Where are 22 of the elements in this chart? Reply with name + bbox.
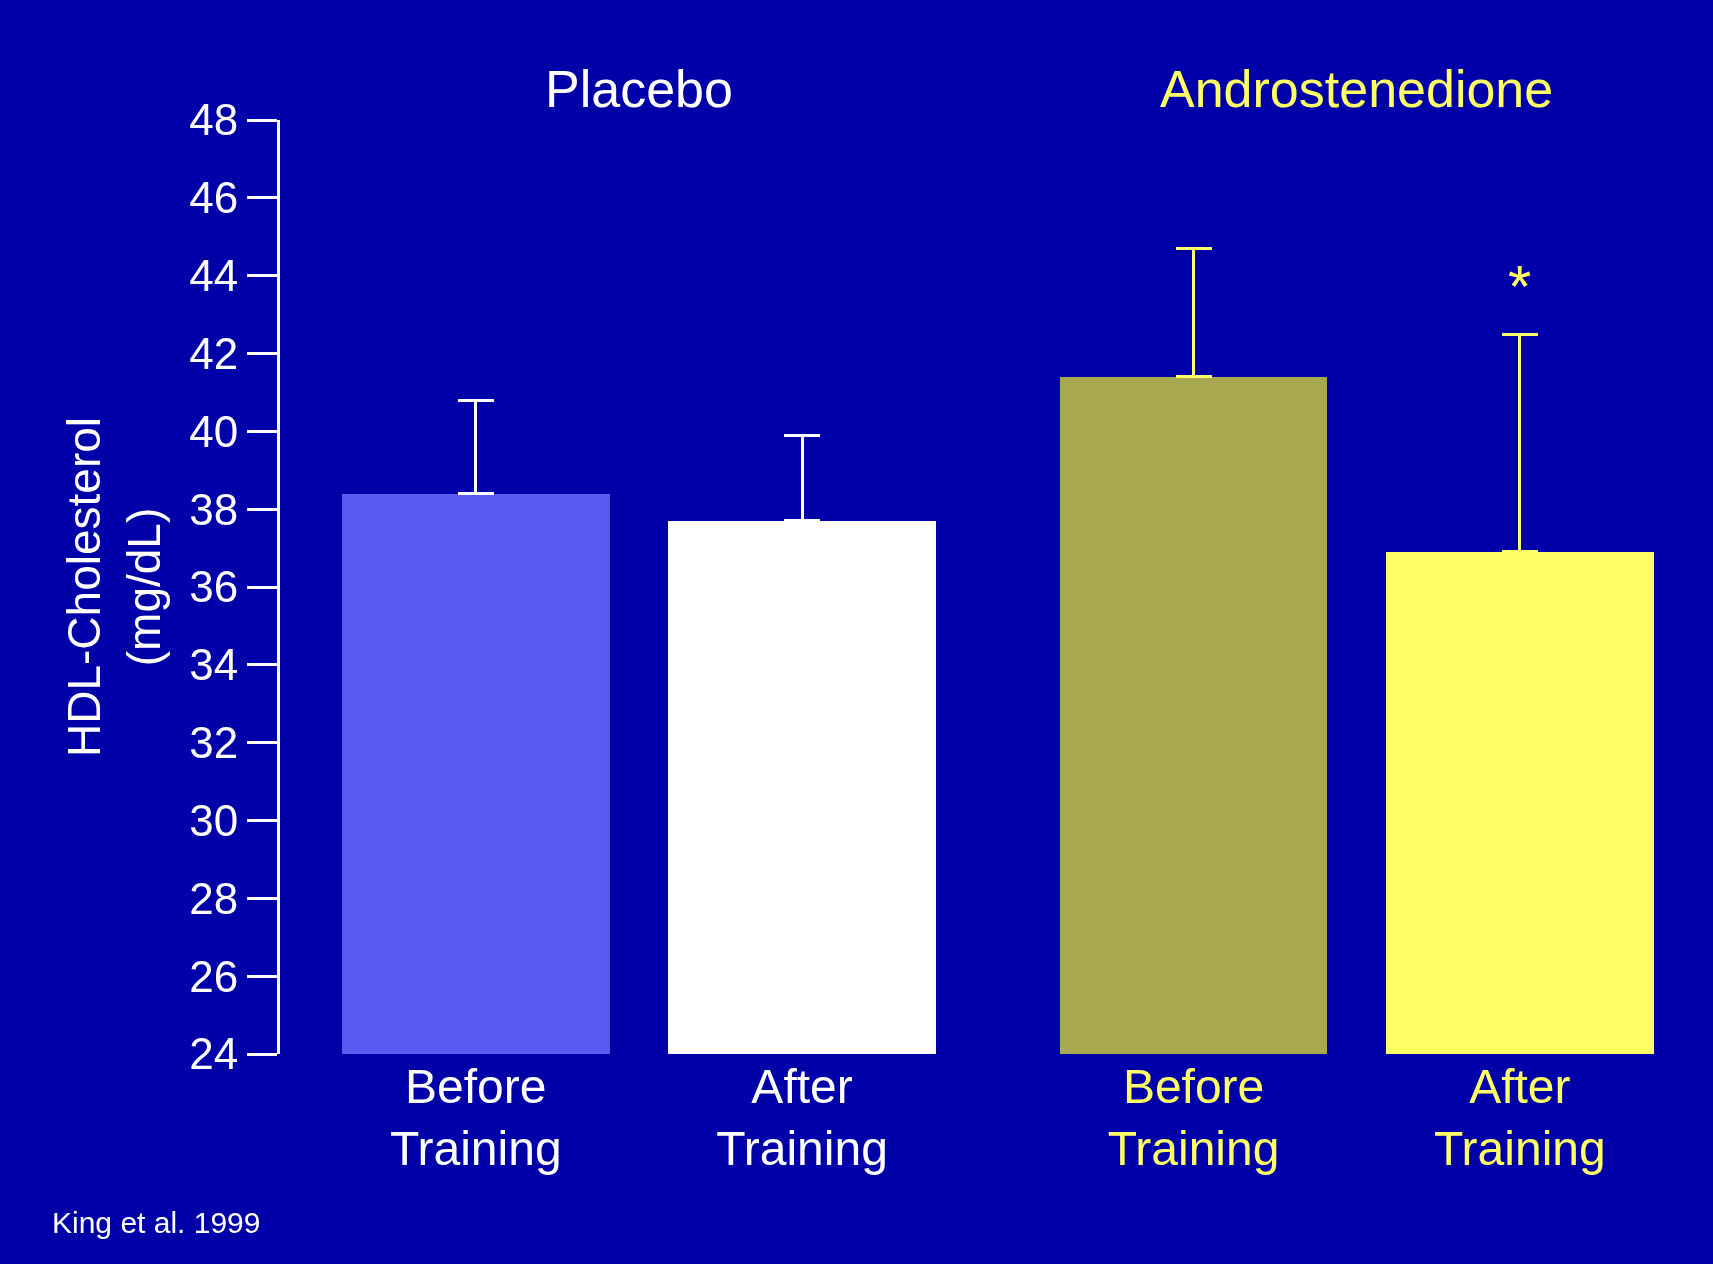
- y-tick-label: 38: [189, 484, 239, 534]
- y-tick-label: 26: [189, 951, 239, 1001]
- y-tick-label: 28: [189, 873, 239, 923]
- y-tick-label: 36: [189, 562, 239, 612]
- y-tick-label: 46: [189, 173, 239, 223]
- y-tick-label: 40: [189, 406, 239, 456]
- x-tick-label: After Training: [1434, 1060, 1606, 1176]
- x-tick-label: Before Training: [389, 1060, 562, 1176]
- y-tick-label: 42: [189, 328, 239, 378]
- text: Androstenedione: [1160, 60, 1554, 118]
- y-tick-label: 32: [189, 718, 239, 768]
- y-tick-label: 34: [189, 640, 239, 690]
- y-axis-title: HDL-Cholesterol (mg/dL): [57, 416, 170, 758]
- x-tick-label: After Training: [716, 1060, 888, 1176]
- annotation: *: [1508, 253, 1532, 320]
- y-tick-label: 30: [189, 795, 239, 845]
- x-tick-label: Before Training: [1107, 1060, 1280, 1176]
- y-tick-label: 24: [189, 1029, 239, 1079]
- y-tick-label: 48: [189, 95, 239, 145]
- text: King et al. 1999: [52, 1206, 261, 1239]
- text: Placebo: [545, 60, 733, 118]
- y-tick-label: 44: [189, 251, 239, 301]
